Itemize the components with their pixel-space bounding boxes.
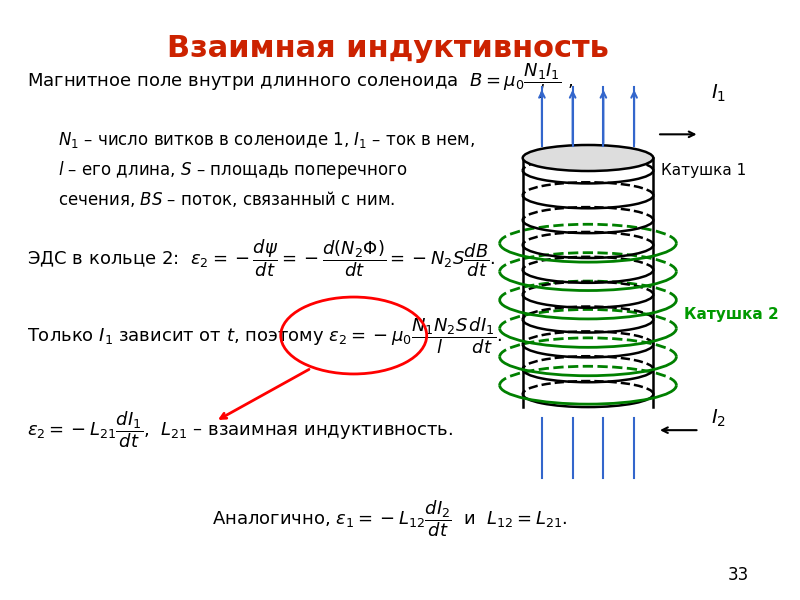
- Text: Взаимная индуктивность: Взаимная индуктивность: [167, 34, 610, 63]
- Text: $\varepsilon_2 = -L_{21}\dfrac{dI_1}{dt}$,  $L_{21}$ – взаимная индуктивность.: $\varepsilon_2 = -L_{21}\dfrac{dI_1}{dt}…: [27, 410, 454, 451]
- Text: Аналогично, $\varepsilon_1 = -L_{12}\dfrac{dI_2}{dt}$  и  $L_{12} = L_{21}$.: Аналогично, $\varepsilon_1 = -L_{12}\dfr…: [211, 499, 567, 539]
- Text: сечения, $BS$ – поток, связанный с ним.: сечения, $BS$ – поток, связанный с ним.: [58, 190, 395, 209]
- Text: Магнитное поле внутри длинного соленоида  $B = \mu_0 \dfrac{N_1 I_1}{l}$ ,: Магнитное поле внутри длинного соленоида…: [27, 61, 574, 101]
- Text: Катушка 1: Катушка 1: [661, 163, 746, 178]
- Text: ЭДС в кольце 2:  $\varepsilon_2 = -\dfrac{d\psi}{dt} = -\dfrac{d(N_2\Phi)}{dt} =: ЭДС в кольце 2: $\varepsilon_2 = -\dfrac…: [27, 238, 496, 280]
- Text: $I_1$: $I_1$: [711, 82, 726, 104]
- Ellipse shape: [522, 145, 654, 171]
- Text: $N_1$ – число витков в соленоиде 1, $I_1$ – ток в нем,: $N_1$ – число витков в соленоиде 1, $I_1…: [58, 130, 475, 150]
- Text: $I_2$: $I_2$: [711, 407, 726, 429]
- Text: Катушка 2: Катушка 2: [684, 307, 778, 322]
- Text: 33: 33: [728, 566, 750, 584]
- Text: Только $I_1$ зависит от $t$, поэтому $\varepsilon_2 = -\mu_0 \dfrac{N_1 N_2 S}{l: Только $I_1$ зависит от $t$, поэтому $\v…: [27, 315, 502, 356]
- Text: $l$ – его длина, $S$ – площадь поперечного: $l$ – его длина, $S$ – площадь поперечно…: [58, 159, 408, 181]
